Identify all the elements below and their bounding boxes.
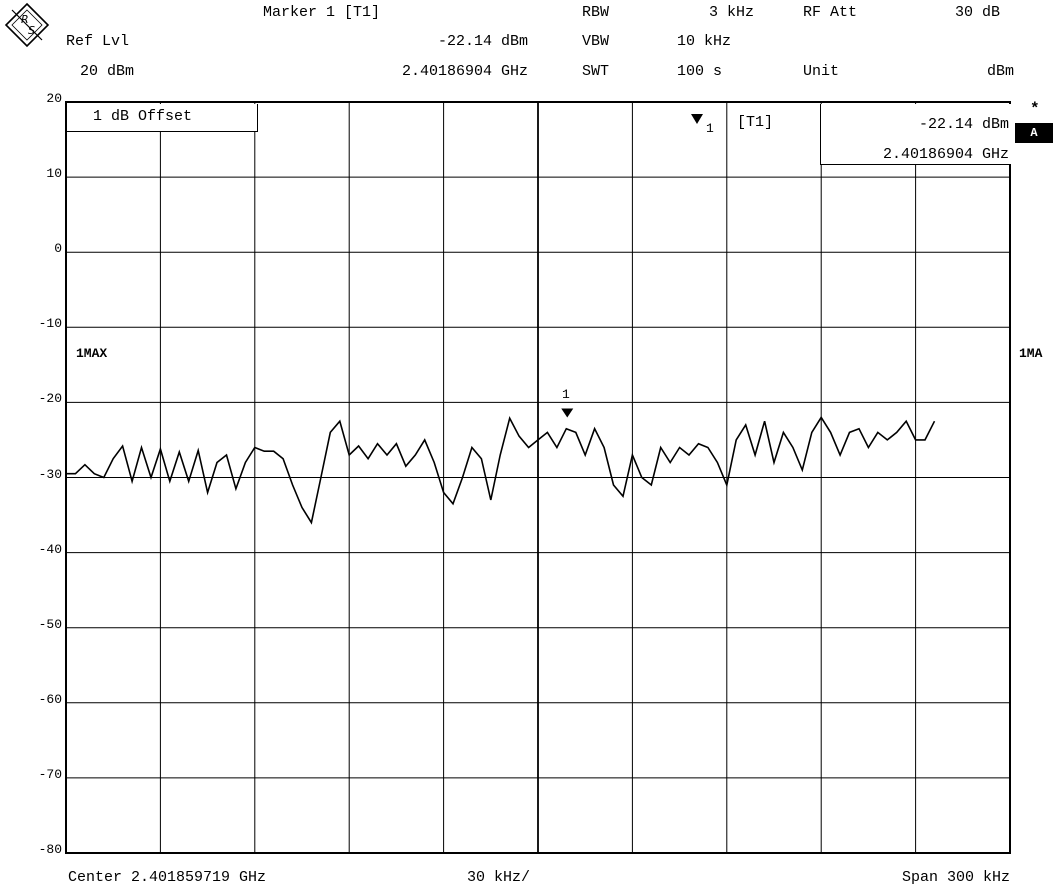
svg-text:R: R (21, 13, 29, 26)
swt-value: 100 s (677, 63, 723, 80)
frequency-per-division: 30 kHz/ (467, 869, 531, 886)
marker-readout-triangle-icon (691, 114, 703, 124)
y-tick-label: 0 (54, 241, 62, 257)
rbw-label: RBW (582, 4, 610, 21)
trace-line (66, 415, 936, 525)
marker-level: -22.14 dBm (437, 33, 528, 50)
y-tick-label: -20 (38, 391, 62, 407)
marker-frequency: 2.40186904 GHz (401, 63, 528, 80)
trace-a-badge: A (1015, 123, 1053, 143)
y-tick-label: 20 (46, 91, 62, 106)
marker-tag: 1 (562, 387, 570, 402)
y-tick-label: -30 (38, 466, 62, 482)
rf-att-value: 30 dB (954, 4, 1000, 21)
trace-mode-left: 1MAX (76, 346, 108, 361)
unit-label: Unit (803, 63, 840, 80)
span: Span 300 kHz (901, 869, 1010, 886)
swt-label: SWT (582, 63, 610, 80)
unit-value: dBm (986, 63, 1014, 80)
trace-mode-right: 1MA (1019, 346, 1043, 361)
y-tick-label: -10 (38, 316, 62, 332)
marker-triangle (561, 408, 574, 418)
y-tick-label: -80 (38, 842, 62, 857)
rf-att-label: RF Att (803, 4, 858, 21)
vbw-value: 10 kHz (677, 33, 732, 50)
rbw-value: 3 kHz (708, 4, 754, 21)
rohde-schwarz-logo: R S (4, 2, 50, 48)
grid (65, 101, 1011, 854)
offset-label: 1 dB Offset (93, 108, 193, 125)
star-indicator: * (1030, 100, 1040, 118)
svg-text:S: S (28, 24, 35, 37)
marker-readout-frequency: 2.40186904 GHz (882, 146, 1009, 163)
y-tick-label: -50 (38, 616, 62, 632)
ref-level-value: 20 dBm (80, 63, 135, 80)
center-frequency: Center 2.401859719 GHz (68, 869, 267, 886)
marker-readout-level: -22.14 dBm (918, 116, 1009, 133)
y-tick-label: 10 (46, 166, 62, 182)
marker-readout-number: 1 (706, 121, 714, 136)
offset-box: 1 dB Offset (67, 104, 258, 132)
marker-readout-box: -22.14 dBm 2.40186904 GHz (820, 104, 1011, 165)
vbw-label: VBW (582, 33, 610, 50)
y-tick-label: -70 (38, 766, 62, 782)
y-tick-label: -60 (38, 691, 62, 707)
marker-readout-trace: [T1] (737, 114, 774, 131)
marker-label: Marker 1 [T1] (263, 4, 381, 21)
ref-level-label: Ref Lvl (66, 33, 130, 50)
y-tick-label: -40 (38, 541, 62, 557)
